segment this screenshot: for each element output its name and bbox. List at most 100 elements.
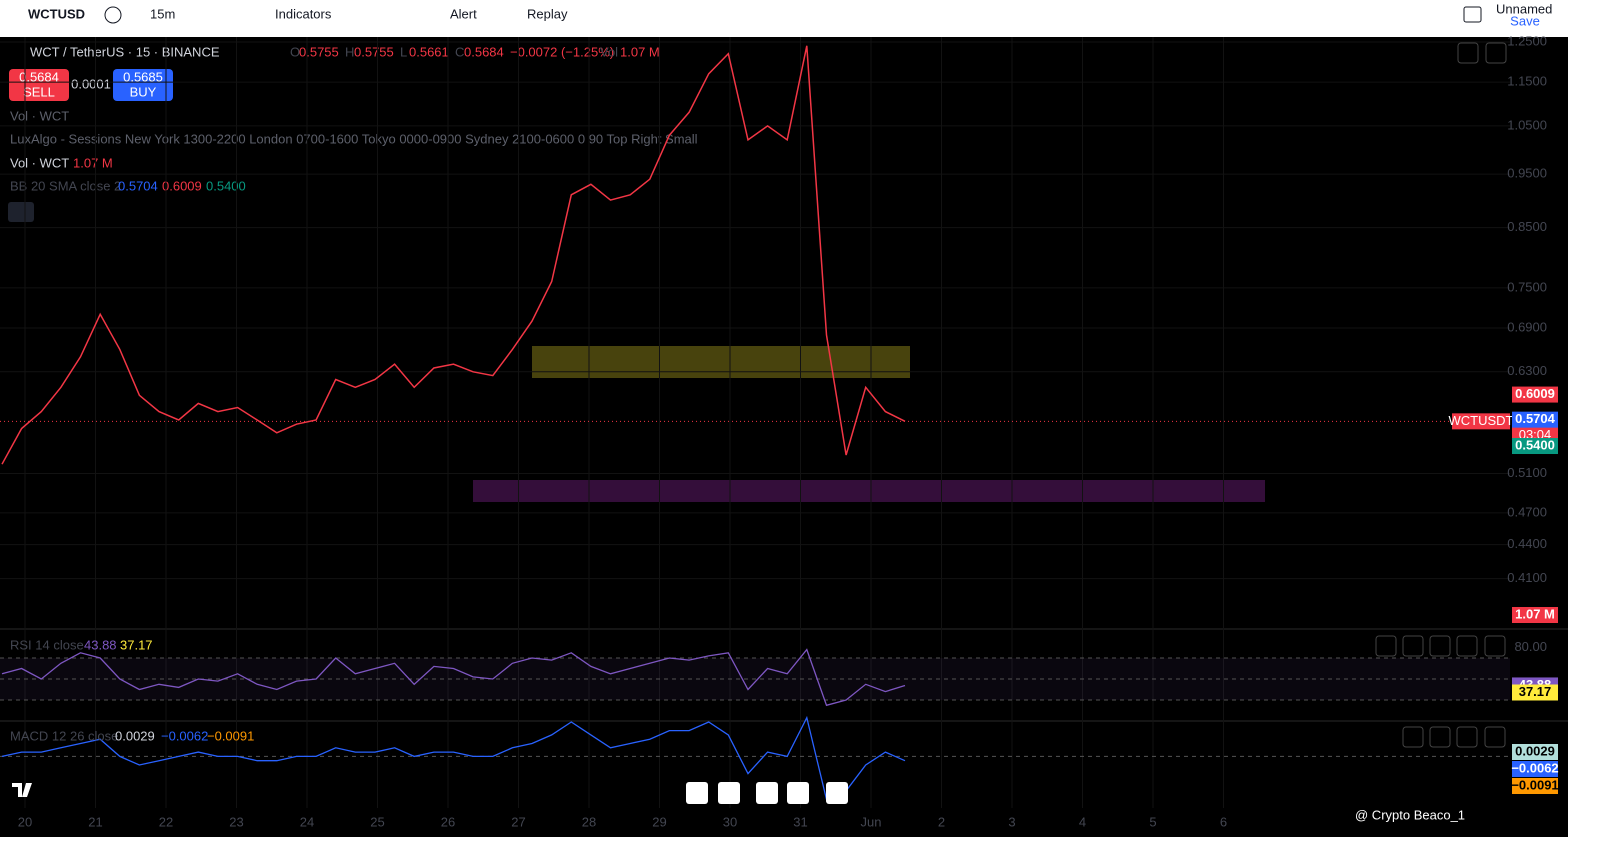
pair-title: WCT / TetherUS · 15 · BINANCE bbox=[30, 44, 220, 59]
indicator-macd: MACD 12 26 close bbox=[10, 728, 118, 743]
watermark: @ Crypto Beaco_1 bbox=[1355, 807, 1465, 822]
indicator-luxalgo: LuxAlgo - Sessions New York 1300-2200 Lo… bbox=[10, 131, 698, 146]
nav-button[interactable] bbox=[718, 782, 740, 804]
x-tick-label: Jun bbox=[861, 814, 882, 829]
sell-price[interactable]: 0.5684 bbox=[19, 69, 59, 84]
layout-name[interactable]: Unnamed bbox=[1496, 1, 1552, 16]
layout-checkbox[interactable] bbox=[1463, 6, 1482, 23]
y-tick-label: 0.4400 bbox=[1507, 536, 1547, 551]
y-tick-label: 0.4100 bbox=[1507, 570, 1547, 585]
macd-tag bbox=[1512, 744, 1558, 760]
pane-button[interactable] bbox=[1457, 42, 1479, 64]
rsi-value: 43.88 bbox=[84, 637, 117, 652]
ohlc-key: L bbox=[400, 44, 407, 59]
indicator-rsi: RSI 14 close bbox=[10, 637, 84, 652]
x-tick-label: 4 bbox=[1079, 814, 1086, 829]
price-tag bbox=[1512, 386, 1558, 403]
indicators-button[interactable]: Indicators bbox=[275, 6, 332, 21]
replay-button[interactable]: Replay bbox=[527, 6, 568, 21]
macd-value: −0.0062 bbox=[161, 728, 208, 743]
x-tick-label: 26 bbox=[441, 814, 455, 829]
add-symbol[interactable] bbox=[104, 6, 122, 24]
pane-button[interactable] bbox=[1402, 635, 1424, 657]
x-tick-label: 27 bbox=[511, 814, 525, 829]
side-strip bbox=[1568, 37, 1611, 837]
demand-zone bbox=[473, 480, 1265, 502]
y-tick-label: 1.1500 bbox=[1507, 74, 1547, 89]
ohlc-value: 0.5661 bbox=[409, 44, 449, 59]
bb-value: 0.5400 bbox=[206, 178, 246, 193]
ohlc-value: 0.5684 bbox=[464, 44, 504, 59]
pane-button[interactable] bbox=[1484, 726, 1506, 748]
nav-button[interactable] bbox=[756, 782, 778, 804]
ohlc-key: H bbox=[345, 44, 354, 59]
volume-key: Vol bbox=[600, 44, 618, 59]
symbol-tag bbox=[1452, 413, 1510, 430]
price-tag-label: 0.5400 bbox=[1515, 437, 1555, 452]
y-tick-label: 1.2500 bbox=[1507, 33, 1547, 48]
x-tick-label: 25 bbox=[370, 814, 384, 829]
rsi-tag bbox=[1512, 684, 1558, 701]
macd-tag bbox=[1512, 778, 1558, 794]
ohlc-value: 0.5755 bbox=[299, 44, 339, 59]
x-tick-label: 2 bbox=[938, 814, 945, 829]
x-tick-label: 23 bbox=[229, 814, 243, 829]
volume-value: 1.07 M bbox=[620, 44, 660, 59]
macd-value: −0.0091 bbox=[207, 728, 254, 743]
save-label[interactable]: Save bbox=[1510, 13, 1540, 28]
buy-button[interactable] bbox=[113, 69, 173, 101]
y-tick-label: 0.8500 bbox=[1507, 219, 1547, 234]
price-tag-label: 0.6009 bbox=[1515, 386, 1555, 401]
buy-label[interactable]: BUY bbox=[130, 84, 157, 99]
macd-value: 0.0029 bbox=[115, 728, 155, 743]
pane-button[interactable] bbox=[1456, 726, 1478, 748]
collapse-legend[interactable] bbox=[8, 202, 34, 222]
x-tick-label: 21 bbox=[88, 814, 102, 829]
spread: 0.0001 bbox=[71, 76, 111, 91]
sell-label[interactable]: SELL bbox=[23, 84, 55, 99]
nav-button[interactable] bbox=[686, 782, 708, 804]
x-tick-label: 5 bbox=[1149, 814, 1156, 829]
volume-tag-label: 1.07 M bbox=[1515, 606, 1555, 621]
pane-button[interactable] bbox=[1484, 635, 1506, 657]
y-tick-label: 0.9500 bbox=[1507, 166, 1547, 181]
y-tick-label: 0.4700 bbox=[1507, 504, 1547, 519]
x-tick-label: 22 bbox=[159, 814, 173, 829]
volume-tag bbox=[1512, 607, 1558, 623]
x-tick-label: 30 bbox=[723, 814, 737, 829]
symbol-tag-label: WCTUSDT bbox=[1449, 413, 1514, 428]
ohlc-value: 0.5755 bbox=[354, 44, 394, 59]
symbol-search[interactable]: WCTUSD bbox=[28, 6, 85, 21]
tv-logo bbox=[12, 783, 32, 797]
x-tick-label: 20 bbox=[18, 814, 32, 829]
price-tag-label: 0.5704 bbox=[1515, 411, 1556, 426]
sell-button[interactable] bbox=[9, 69, 69, 101]
pane-button[interactable] bbox=[1429, 726, 1451, 748]
change: −0.0072 (−1.25%) bbox=[510, 44, 614, 59]
price-tag bbox=[1512, 438, 1558, 455]
pane-button[interactable] bbox=[1402, 726, 1424, 748]
rsi-tag-label: 37.17 bbox=[1519, 684, 1552, 699]
supply-zone bbox=[532, 346, 910, 378]
rsi-value: 37.17 bbox=[120, 637, 153, 652]
pane-button[interactable] bbox=[1375, 635, 1397, 657]
pane-button[interactable] bbox=[1429, 635, 1451, 657]
alert-button[interactable]: Alert bbox=[450, 6, 477, 21]
y-tick-label: 0.7500 bbox=[1507, 279, 1547, 294]
y-tick-label: 0.5100 bbox=[1507, 465, 1547, 480]
macd-tag-label: −0.0091 bbox=[1511, 777, 1558, 792]
hidden-indicator: Vol · WCT bbox=[10, 108, 69, 123]
indicator-volume: Vol · WCT bbox=[10, 155, 69, 170]
pane-button[interactable] bbox=[1485, 42, 1507, 64]
buy-price[interactable]: 0.5685 bbox=[123, 69, 163, 84]
interval-button[interactable]: 15m bbox=[150, 6, 175, 21]
x-tick-label: 6 bbox=[1220, 814, 1227, 829]
x-tick-label: 3 bbox=[1008, 814, 1015, 829]
x-tick-label: 28 bbox=[582, 814, 596, 829]
macd-line bbox=[1, 715, 906, 801]
rsi-line bbox=[1, 648, 906, 707]
pane-button[interactable] bbox=[1456, 635, 1478, 657]
nav-button[interactable] bbox=[826, 782, 848, 804]
nav-button[interactable] bbox=[787, 782, 809, 804]
